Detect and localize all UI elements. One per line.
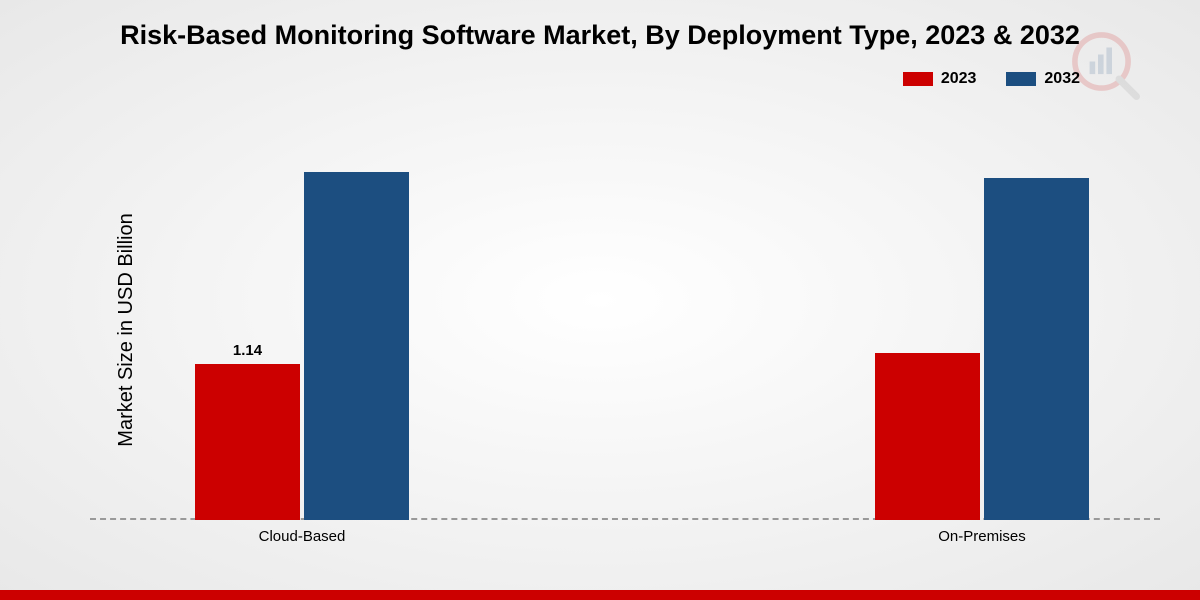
bar-cloud-based-2023: 1.14 — [195, 364, 300, 520]
chart-container: Risk-Based Monitoring Software Market, B… — [0, 0, 1200, 600]
bar-on-premises-2023 — [875, 353, 980, 520]
legend-swatch-2032 — [1006, 72, 1036, 86]
legend-swatch-2023 — [903, 72, 933, 86]
bar-cloud-based-2032 — [304, 172, 409, 521]
bar-group-cloud-based: 1.14 Cloud-Based — [195, 172, 409, 521]
bar-group-on-premises: On-Premises — [875, 178, 1089, 520]
legend-item-2032: 2032 — [1006, 70, 1080, 88]
bottom-brand-stripe — [0, 590, 1200, 600]
legend-label-2023: 2023 — [941, 70, 977, 88]
x-tick-on-premises: On-Premises — [938, 528, 1026, 545]
bar-value-label: 1.14 — [233, 342, 262, 359]
chart-legend: 2023 2032 — [903, 70, 1080, 88]
legend-label-2032: 2032 — [1044, 70, 1080, 88]
legend-item-2023: 2023 — [903, 70, 977, 88]
bar-on-premises-2032 — [984, 178, 1089, 520]
plot-area: 1.14 Cloud-Based On-Premises — [90, 110, 1160, 520]
chart-title: Risk-Based Monitoring Software Market, B… — [120, 20, 1080, 51]
watermark-logo — [1070, 30, 1140, 100]
x-tick-cloud-based: Cloud-Based — [259, 528, 346, 545]
